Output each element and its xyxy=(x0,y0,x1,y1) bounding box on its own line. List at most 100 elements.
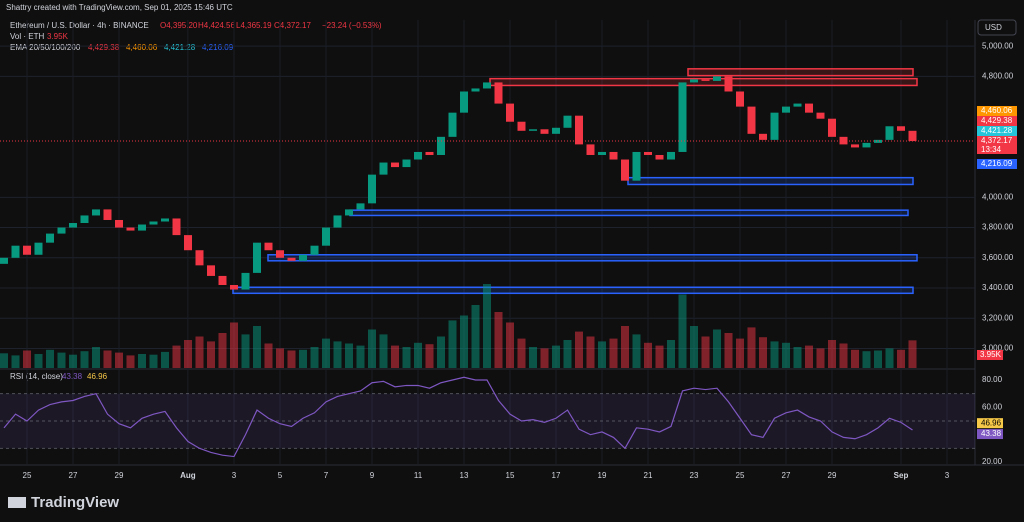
candle-body xyxy=(586,144,595,155)
volume-bar xyxy=(517,338,526,368)
candle-body xyxy=(230,284,238,290)
volume-bar xyxy=(241,334,250,368)
volume-bar xyxy=(414,342,422,368)
x-tick-label: 7 xyxy=(324,471,329,480)
symbol: Ethereum / U.S. Dollar · 4h · BINANCE xyxy=(10,21,149,30)
x-tick-label: 3 xyxy=(945,471,950,480)
volume-bar xyxy=(690,326,698,368)
volume-bar xyxy=(218,333,227,368)
volume-bar xyxy=(724,333,733,368)
candle-body xyxy=(161,218,169,222)
candle-body xyxy=(218,275,227,285)
candle-body xyxy=(299,254,307,261)
brand-logo: TradingView xyxy=(8,494,119,511)
y-tick-label: 3,400.00 xyxy=(982,283,1014,292)
currency-box[interactable] xyxy=(977,19,1017,36)
volume-bar xyxy=(103,350,112,368)
candle-body xyxy=(207,265,215,276)
ohlc-value: L4,365.19 xyxy=(236,21,272,30)
volume-bar xyxy=(483,284,491,368)
ohlc-value: H4,424.56 xyxy=(198,21,235,30)
volume-bar xyxy=(57,352,66,368)
volume-bar xyxy=(253,326,261,368)
rsi-tick-label: 80.00 xyxy=(982,375,1003,384)
candle-body xyxy=(11,245,20,258)
ema-value: 4,421.28 xyxy=(164,43,196,52)
candle-body xyxy=(172,218,181,236)
x-tick-label: 5 xyxy=(278,471,283,480)
candle-body xyxy=(598,151,606,155)
volume-bar xyxy=(356,345,365,368)
volume-bar xyxy=(667,340,675,368)
volume-bar xyxy=(437,336,445,368)
candle-body xyxy=(655,154,664,160)
candle-body xyxy=(759,133,767,140)
volume-bar xyxy=(195,336,204,368)
volume-bar xyxy=(184,340,192,368)
volume-bar xyxy=(230,322,238,368)
candle-body xyxy=(874,139,882,143)
volume-bar xyxy=(862,351,871,368)
candle-body xyxy=(494,82,503,104)
candle-body xyxy=(770,112,779,140)
volume-bar xyxy=(345,343,353,368)
y-tick-label: 3,000.00 xyxy=(982,344,1014,353)
ohlc-value: O4,395.20 xyxy=(160,21,198,30)
volume-bar xyxy=(207,341,215,368)
candle-body xyxy=(621,159,629,181)
candle-body xyxy=(310,245,319,255)
candle-body xyxy=(356,203,365,210)
x-tick-label: 3 xyxy=(232,471,237,480)
candle-body xyxy=(609,151,618,160)
price-badge-label: 4,372.17 xyxy=(981,136,1013,145)
candle-body xyxy=(529,129,537,131)
logo-mark xyxy=(8,497,26,508)
volume-bar xyxy=(11,355,20,368)
zone xyxy=(687,68,914,77)
currency[interactable]: USD xyxy=(985,23,1002,32)
zone xyxy=(267,254,918,262)
volume-bar xyxy=(172,345,181,368)
y-tick-label: 3,200.00 xyxy=(982,313,1014,322)
candle-body xyxy=(782,106,790,113)
volume-bar xyxy=(287,350,296,368)
candle-body xyxy=(23,245,31,255)
candle-body xyxy=(897,126,905,131)
volume-bar xyxy=(908,340,917,368)
x-tick-label: 15 xyxy=(506,471,515,480)
candle-body xyxy=(862,142,871,148)
rsi-badge-label: 43.38 xyxy=(981,429,1002,438)
volume-bar xyxy=(736,338,744,368)
watermark: Shattry created with TradingView.com, Se… xyxy=(6,3,233,12)
ema-label: EMA 20/50/100/200 xyxy=(10,43,81,52)
ohlc-value: −23.24 (−0.53%) xyxy=(322,21,382,30)
volume-bar xyxy=(92,347,100,368)
candle-body xyxy=(908,130,917,142)
candle-body xyxy=(264,242,273,251)
volume-bar xyxy=(586,336,595,368)
x-tick-label: 29 xyxy=(115,471,124,480)
x-tick-label: Aug xyxy=(180,471,196,480)
volume-bar xyxy=(333,341,342,368)
candle-body xyxy=(690,79,698,83)
candle-body xyxy=(195,250,204,266)
candle-body xyxy=(437,136,445,155)
zone xyxy=(489,77,918,87)
candle-body xyxy=(149,221,158,225)
volume-bar xyxy=(471,305,480,368)
volume-bar xyxy=(46,349,54,368)
rsi-value: 43.38 xyxy=(62,372,83,381)
volume-bar xyxy=(816,348,825,368)
volume-bar xyxy=(874,350,882,368)
volume-bar xyxy=(678,294,687,368)
volume-bar xyxy=(276,348,284,368)
volume-bar xyxy=(701,336,710,368)
rsi-line xyxy=(3,376,913,458)
volume-bar xyxy=(299,349,307,368)
zone xyxy=(349,209,909,217)
volume-bar xyxy=(563,340,572,368)
volume-bar xyxy=(540,348,549,368)
y-tick-label: 3,600.00 xyxy=(982,253,1014,262)
volume-bar xyxy=(805,345,813,368)
